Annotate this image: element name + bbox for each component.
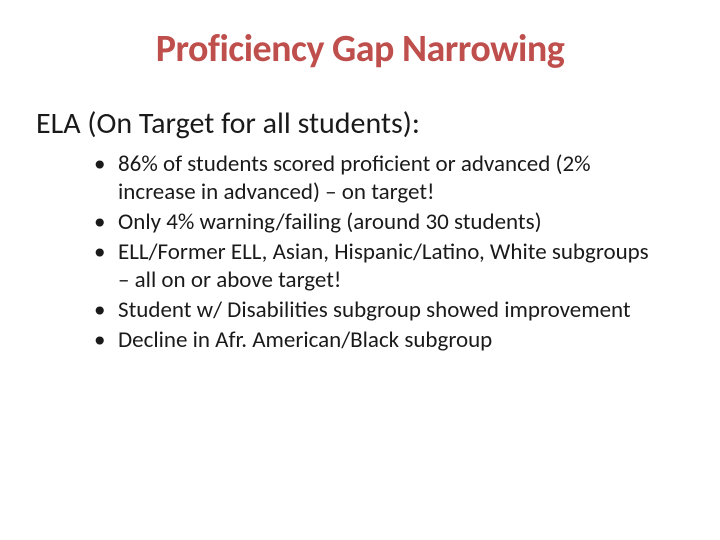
- bullet-list: 86% of students scored proficient or adv…: [94, 150, 664, 354]
- list-item: 86% of students scored proficient or adv…: [94, 150, 664, 206]
- list-item: Only 4% warning/failing (around 30 stude…: [94, 208, 664, 236]
- list-item: Decline in Afr. American/Black subgroup: [94, 326, 664, 354]
- slide-subheading: ELA (On Target for all students):: [36, 106, 684, 142]
- list-item: Student w/ Disabilities subgroup showed …: [94, 296, 664, 324]
- slide: Proficiency Gap Narrowing ELA (On Target…: [0, 0, 720, 540]
- list-item: ELL/Former ELL, Asian, Hispanic/Latino, …: [94, 238, 664, 294]
- slide-title: Proficiency Gap Narrowing: [36, 28, 684, 72]
